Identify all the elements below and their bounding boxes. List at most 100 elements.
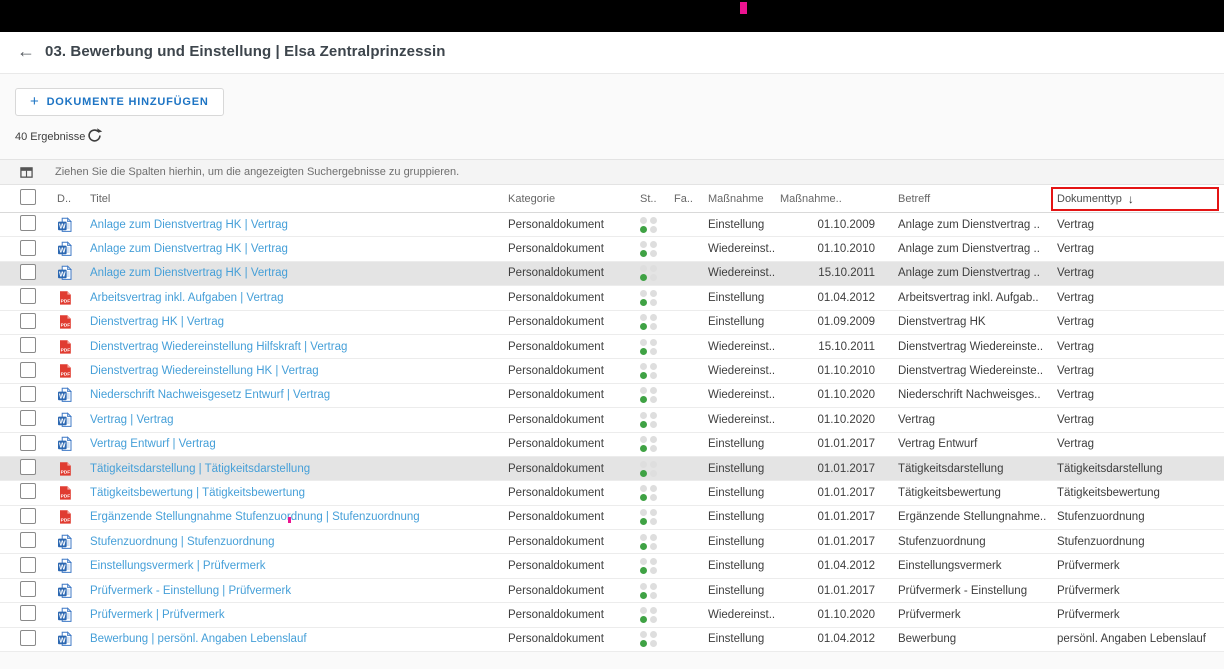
status-cell [632, 631, 674, 648]
document-title-link[interactable]: Arbeitsvertrag inkl. Aufgaben | Vertrag [90, 291, 284, 304]
column-header-betreff[interactable]: Betreff [898, 192, 931, 205]
table-row[interactable]: W Prüfvermerk - Einstellung | Prüfvermer… [0, 578, 1224, 604]
row-checkbox[interactable] [20, 459, 36, 476]
status-dot-grey [650, 372, 657, 380]
column-header-massnahme[interactable]: Maßnahme [708, 192, 764, 205]
row-checkbox[interactable] [20, 215, 36, 232]
row-checkbox[interactable] [20, 581, 36, 598]
row-checkbox[interactable] [20, 263, 36, 280]
row-checkbox[interactable] [20, 605, 36, 622]
dokumenttyp-cell: Tätigkeitsbewertung [1057, 486, 1160, 499]
document-title-link[interactable]: Einstellungsvermerk | Prüfvermerk [90, 560, 266, 573]
status-dots [640, 631, 657, 648]
column-header-doc[interactable]: D.. [57, 192, 72, 205]
table-row[interactable]: W Anlage zum Dienstvertrag HK | Vertrag … [0, 261, 1224, 287]
status-dot-grey [650, 631, 657, 639]
kategorie-cell: Personaldokument [508, 584, 604, 597]
row-checkbox[interactable] [20, 288, 36, 305]
status-dot-grey [640, 606, 647, 614]
table-row[interactable]: PDF Tätigkeitsbewertung | Tätigkeitsbewe… [0, 481, 1224, 506]
pdf-file-icon: PDF [44, 363, 89, 379]
column-header-massnahme-datum[interactable]: Maßnahme.. [780, 192, 842, 205]
back-arrow-icon[interactable]: ← [17, 41, 35, 61]
table-row[interactable]: W Stufenzuordnung | Stufenzuordnung Pers… [0, 530, 1224, 555]
row-checkbox[interactable] [20, 556, 36, 573]
add-documents-button[interactable]: + DOKUMENTE HINZUFÜGEN [15, 88, 224, 116]
row-checkbox[interactable] [20, 483, 36, 500]
status-cell [632, 265, 674, 282]
table-row[interactable]: W Vertrag | Vertrag Personaldokument Wie… [0, 408, 1224, 433]
document-title-link[interactable]: Anlage zum Dienstvertrag HK | Vertrag [90, 218, 288, 231]
word-file-icon: W [44, 582, 89, 599]
document-title-link[interactable]: Niederschrift Nachweisgesetz Entwurf | V… [90, 389, 331, 402]
table-row[interactable]: W Anlage zum Dienstvertrag HK | Vertrag … [0, 237, 1224, 262]
status-dot-grey [640, 241, 647, 249]
pdf-file-icon: PDF [44, 461, 89, 477]
status-dot-grey [650, 323, 657, 331]
column-header-fall[interactable]: Fa.. [674, 192, 693, 205]
table-row[interactable]: PDF Dienstvertrag Wiedereinstellung Hilf… [0, 334, 1224, 360]
document-title-link[interactable]: Prüfvermerk - Einstellung | Prüfvermerk [90, 584, 292, 597]
status-dot-grey [650, 363, 657, 371]
column-header-dokumenttyp[interactable]: Dokumenttyp ↓ [1055, 192, 1224, 206]
document-title-link[interactable]: Vertrag Entwurf | Vertrag [90, 438, 216, 451]
column-header-status[interactable]: St.. [640, 192, 657, 205]
document-title-link[interactable]: Bewerbung | persönl. Angaben Lebenslauf [90, 633, 307, 646]
betreff-cell: Anlage zum Dienstvertrag .. [898, 243, 1040, 256]
row-checkbox[interactable] [20, 239, 36, 256]
document-title-cell: Vertrag Entwurf | Vertrag [89, 438, 508, 450]
table-row[interactable]: PDF Arbeitsvertrag inkl. Aufgaben | Vert… [0, 286, 1224, 311]
document-title-link[interactable]: Dienstvertrag Wiedereinstellung Hilfskra… [90, 340, 348, 353]
column-header-kategorie[interactable]: Kategorie [508, 192, 556, 205]
pdf-file-icon: PDF [44, 314, 89, 330]
row-checkbox[interactable] [20, 507, 36, 524]
kategorie-cell: Personaldokument [508, 291, 604, 304]
column-header-titel[interactable]: Titel [90, 192, 111, 205]
table-row[interactable]: PDF Ergänzende Stellungnahme Stufenzuord… [0, 505, 1224, 531]
dokumenttyp-cell: Vertrag [1057, 340, 1095, 353]
row-checkbox[interactable] [20, 410, 36, 427]
status-dot-grey [650, 606, 657, 614]
betreff-cell: Vertrag [898, 413, 936, 426]
document-title-link[interactable]: Tätigkeitsbewertung | Tätigkeitsbewertun… [90, 486, 306, 499]
row-checkbox[interactable] [20, 361, 36, 378]
status-dot-grey [650, 484, 657, 492]
document-title-link[interactable]: Dienstvertrag Wiedereinstellung HK | Ver… [90, 365, 319, 378]
table-row[interactable]: W Niederschrift Nachweisgesetz Entwurf |… [0, 383, 1224, 409]
row-checkbox[interactable] [20, 434, 36, 451]
column-header-dokumenttyp-label: Dokumenttyp [1057, 192, 1122, 205]
row-checkbox[interactable] [20, 385, 36, 402]
status-cell [632, 509, 674, 526]
table-row[interactable]: W Anlage zum Dienstvertrag HK | Vertrag … [0, 213, 1224, 238]
document-title-cell: Arbeitsvertrag inkl. Aufgaben | Vertrag [89, 292, 508, 304]
document-title-link[interactable]: Anlage zum Dienstvertrag HK | Vertrag [90, 267, 288, 280]
document-title-link[interactable]: Tätigkeitsdarstellung | Tätigkeitsdarste… [90, 462, 311, 475]
dokumenttyp-cell: Vertrag [1057, 291, 1095, 304]
row-checkbox[interactable] [20, 629, 36, 646]
row-checkbox[interactable] [20, 532, 36, 549]
refresh-icon[interactable] [86, 127, 103, 144]
table-row[interactable]: W Vertrag Entwurf | Vertrag Personaldoku… [0, 432, 1224, 457]
document-title-link[interactable]: Dienstvertrag HK | Vertrag [90, 316, 225, 329]
betreff-cell: Vertrag Entwurf [898, 438, 978, 451]
group-columns-icon [20, 166, 33, 179]
row-checkbox[interactable] [20, 337, 36, 354]
table-row[interactable]: PDF Tätigkeitsdarstellung | Tätigkeitsda… [0, 456, 1224, 482]
table-row[interactable]: PDF Dienstvertrag HK | Vertrag Personald… [0, 310, 1224, 335]
dokumenttyp-cell: Vertrag [1057, 365, 1095, 378]
group-by-drop-zone[interactable]: Ziehen Sie die Spalten hierhin, um die a… [0, 159, 1224, 185]
table-row[interactable]: W Bewerbung | persönl. Angaben Lebenslau… [0, 627, 1224, 653]
document-title-link[interactable]: Vertrag | Vertrag [90, 413, 174, 426]
document-title-link[interactable]: Ergänzende Stellungnahme Stufenzuordnung… [90, 511, 420, 524]
row-checkbox[interactable] [20, 312, 36, 329]
document-title-link[interactable]: Stufenzuordnung | Stufenzuordnung [90, 535, 275, 548]
document-title-link[interactable]: Prüfvermerk | Prüfvermerk [90, 608, 225, 621]
document-title-link[interactable]: Anlage zum Dienstvertrag HK | Vertrag [90, 243, 288, 256]
document-title-cell: Niederschrift Nachweisgesetz Entwurf | V… [89, 389, 508, 401]
table-row[interactable]: W Einstellungsvermerk | Prüfvermerk Pers… [0, 554, 1224, 579]
table-row[interactable]: PDF Dienstvertrag Wiedereinstellung HK |… [0, 359, 1224, 384]
table-row[interactable]: W Prüfvermerk | Prüfvermerk Personaldoku… [0, 603, 1224, 628]
status-dot-green [640, 250, 647, 258]
select-all-checkbox[interactable] [20, 189, 36, 205]
status-dot-grey [640, 387, 647, 395]
